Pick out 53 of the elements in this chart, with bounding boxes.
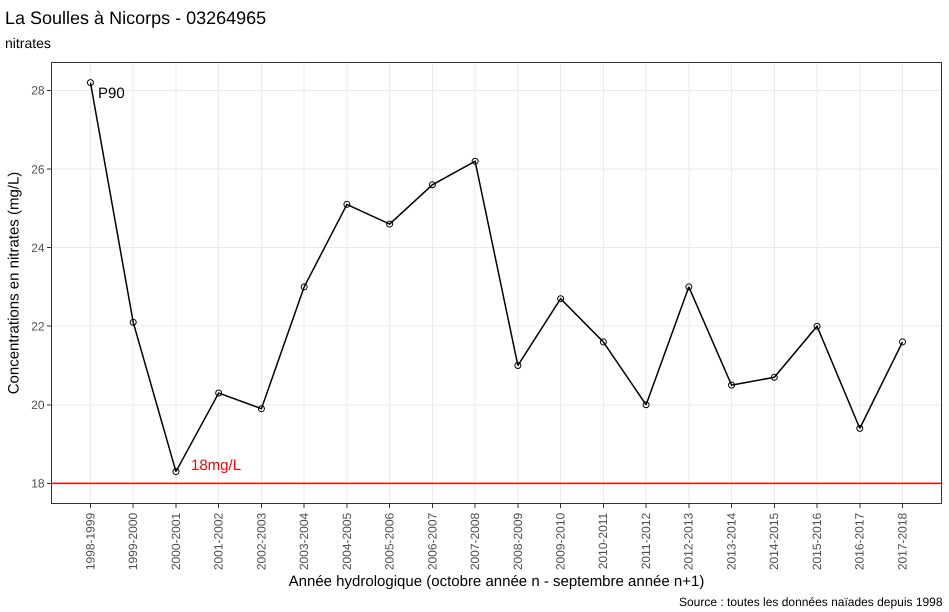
point [728,382,736,389]
chart-title: La Soulles à Nicorps - 03264965 [5,8,266,28]
ref-line-label: 18mg/L [191,457,242,474]
annotation: P90 [98,85,125,102]
point [856,424,864,432]
y-tick-label: 26 [31,162,45,176]
point [514,362,522,369]
x-tick-label: 2004-2005 [340,512,354,570]
x-tick-label: 2016-2017 [852,512,867,570]
x-tick-label: 2013-2014 [724,512,738,570]
point [258,405,265,412]
x-tick-label: 2011-2012 [638,512,653,570]
x-tick-label: 2015-2016 [810,512,824,570]
x-tick-label: 2009-2010 [554,512,568,570]
x-tick-label: 1998-1999 [83,512,98,570]
point [130,318,137,326]
x-tick-label: 2010-2011 [596,512,610,570]
point [642,401,650,408]
point [899,338,906,346]
x-axis-title: Année hydrologique (octobre année n - septembre année n+1) [288,573,704,590]
point [600,338,607,346]
x-tick-label: 2003-2004 [297,512,312,570]
y-tick-label: 24 [31,240,45,255]
y-axis-title: Concentrations en nitrates (mg/L) [5,172,22,394]
x-tick-label: 2008-2009 [510,512,525,570]
x-tick-label: 2017-2018 [895,512,910,570]
x-tick-label: 2000-2001 [168,512,183,570]
y-tick-label: 20 [31,398,45,412]
point [386,220,394,228]
point [814,322,821,330]
point [172,468,180,476]
x-tick-label: 2007-2008 [468,512,482,570]
point [300,283,308,290]
point [685,283,692,290]
x-tick-label: 2002-2003 [254,512,268,570]
chart-subtitle: nitrates [5,35,51,51]
y-tick-label: 22 [31,319,45,334]
source-note: Source : toutes les données naïades depuis 1998 [679,595,943,609]
point [557,295,564,302]
point [343,200,350,208]
y-tick-label: 18 [31,476,45,491]
point [215,390,222,396]
y-tick-label: 28 [31,84,45,98]
point [428,181,436,188]
x-tick-label: 2012-2013 [682,512,696,570]
x-tick-label: 2001-2002 [212,512,226,570]
point [770,374,778,381]
point [472,158,479,165]
x-tick-label: 1999-2000 [126,512,140,570]
x-tick-label: 2005-2006 [382,512,397,570]
point [86,79,94,86]
x-tick-label: 2014-2015 [767,512,782,570]
x-tick-label: 2006-2007 [425,512,440,570]
